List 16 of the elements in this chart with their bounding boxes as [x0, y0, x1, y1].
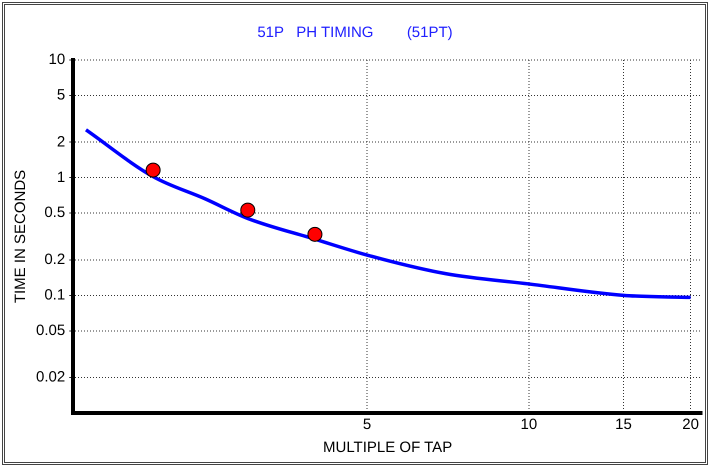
y-axis-title: TIME IN SECONDS [12, 170, 30, 304]
y-tick-label: 0.2 [44, 251, 66, 268]
x-tick-label: 10 [520, 416, 538, 434]
x-tick-label: 20 [682, 416, 699, 434]
y-tick-label: 2 [56, 133, 66, 150]
y-tick-label: 0.5 [44, 204, 66, 222]
y-tick-label: 0.05 [36, 322, 66, 339]
y-tick-label: 5 [56, 86, 66, 104]
y-tick-label: 10 [48, 51, 66, 68]
x-tick-label: 5 [362, 416, 372, 434]
y-tick-label: 0.02 [36, 368, 66, 386]
chart-title: 51P PH TIMING (51PT) [257, 24, 453, 42]
y-tick-label: 0.1 [44, 286, 66, 304]
x-axis-title: MULTIPLE OF TAP [322, 439, 452, 456]
y-tick-label: 1 [56, 168, 66, 186]
x-tick-label: 15 [615, 416, 632, 434]
